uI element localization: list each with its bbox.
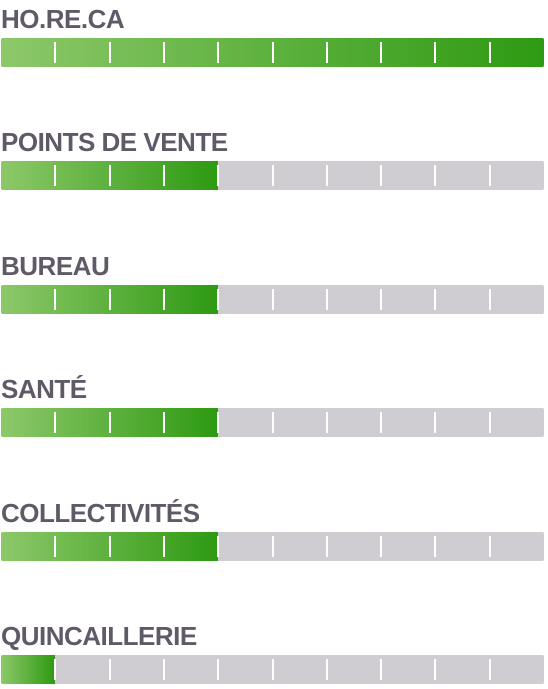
rating-track (1, 161, 544, 190)
segment-divider (380, 536, 382, 557)
category-label: SANTÉ (1, 374, 87, 404)
segment-divider (489, 165, 491, 186)
segment-divider (326, 536, 328, 557)
segment-divider (54, 659, 56, 680)
segment-divider (217, 42, 219, 63)
rating-track (1, 408, 544, 437)
segment-divider (109, 165, 111, 186)
rating-row: QUINCAILLERIE (0, 619, 548, 689)
segment-divider (217, 659, 219, 680)
segment-divider (489, 659, 491, 680)
segment-divider (54, 165, 56, 186)
category-label: POINTS DE VENTE (1, 127, 228, 157)
segment-divider (272, 289, 274, 310)
rating-track (1, 38, 544, 67)
segment-divider (54, 289, 56, 310)
segment-divider (434, 42, 436, 63)
segment-divider (489, 289, 491, 310)
category-label: BUREAU (1, 251, 110, 281)
segment-divider (217, 536, 219, 557)
segment-divider (272, 412, 274, 433)
segment-divider (109, 659, 111, 680)
rating-row: COLLECTIVITÉS (0, 496, 548, 566)
segment-divider (326, 289, 328, 310)
segment-divider (272, 42, 274, 63)
segment-divider (109, 412, 111, 433)
segment-divider (163, 659, 165, 680)
segment-divider (434, 412, 436, 433)
rating-row: HO.RE.CA (0, 2, 548, 72)
segment-divider (489, 412, 491, 433)
segment-divider (380, 42, 382, 63)
rating-track (1, 655, 544, 684)
segment-divider (217, 289, 219, 310)
segment-divider (163, 165, 165, 186)
segment-divider (272, 536, 274, 557)
segment-divider (380, 412, 382, 433)
segment-divider (272, 165, 274, 186)
segment-divider (326, 42, 328, 63)
rating-row: BUREAU (0, 249, 548, 319)
segment-divider (163, 289, 165, 310)
segment-divider (434, 165, 436, 186)
segment-divider (326, 165, 328, 186)
category-label: COLLECTIVITÉS (1, 498, 200, 528)
rating-track (1, 532, 544, 561)
segment-divider (489, 42, 491, 63)
rating-track (1, 285, 544, 314)
segment-divider (272, 659, 274, 680)
segment-divider (109, 536, 111, 557)
segment-divider (434, 536, 436, 557)
category-label: HO.RE.CA (1, 4, 125, 34)
segment-divider (54, 412, 56, 433)
segment-divider (109, 289, 111, 310)
segment-divider (54, 42, 56, 63)
segment-divider (434, 659, 436, 680)
segment-divider (326, 412, 328, 433)
segment-divider (217, 165, 219, 186)
segment-divider (380, 659, 382, 680)
segment-divider (380, 165, 382, 186)
segment-divider (326, 659, 328, 680)
segment-divider (380, 289, 382, 310)
rating-row: POINTS DE VENTE (0, 125, 548, 195)
segment-divider (489, 536, 491, 557)
rating-row: SANTÉ (0, 372, 548, 442)
category-label: QUINCAILLERIE (1, 621, 197, 651)
segment-divider (163, 536, 165, 557)
segment-divider (217, 412, 219, 433)
segment-divider (163, 412, 165, 433)
segment-divider (54, 536, 56, 557)
segment-divider (434, 289, 436, 310)
segment-divider (109, 42, 111, 63)
segment-divider (163, 42, 165, 63)
rating-fill-bar (1, 655, 56, 684)
